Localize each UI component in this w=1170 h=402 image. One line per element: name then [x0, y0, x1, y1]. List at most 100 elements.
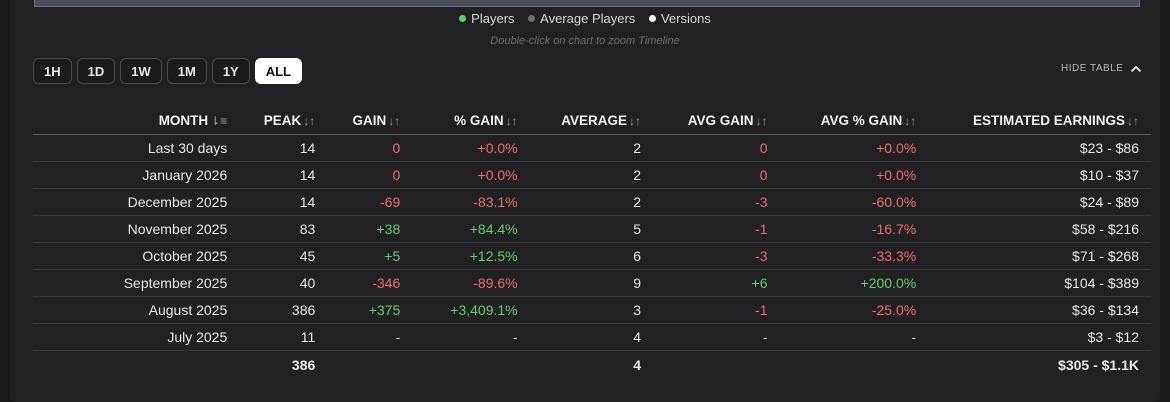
peak-cell: 14	[227, 161, 316, 189]
avg-gain-cell: -1	[641, 296, 768, 324]
hide-table-label: HIDE TABLE	[1061, 63, 1124, 74]
month-cell: October 2025	[33, 242, 228, 270]
legend-versions-dot	[648, 15, 656, 22]
column-header-peak[interactable]: PEAK ↓↑	[227, 106, 316, 135]
column-header-average[interactable]: AVERAGE ↓↑	[517, 106, 642, 135]
column-header-label: AVG % GAIN	[820, 112, 903, 128]
estimated-earnings-cell: $10 - $37	[916, 161, 1151, 189]
table-total-row: 386 4 $305 - $1.1K	[33, 351, 1151, 380]
avg-percent-gain-cell: +200.0%	[767, 269, 917, 297]
month-cell: January 2026	[33, 161, 228, 189]
avg-percent-gain-cell: -16.7%	[767, 215, 917, 243]
column-header-avg-gain[interactable]: AVG GAIN ↓↑	[641, 106, 768, 135]
column-header-estimated-earnings[interactable]: ESTIMATED EARNINGS ↓↑	[916, 106, 1151, 135]
estimated-earnings-cell: $58 - $216	[916, 215, 1151, 243]
chart-area[interactable]	[34, 0, 1140, 7]
table-row: November 2025 83 +38 +84.4% 5 -1 -16.7% $58 - $…	[33, 215, 1151, 243]
column-header-label: ESTIMATED EARNINGS	[972, 112, 1125, 128]
avg-percent-gain-cell: -60.0%	[767, 188, 917, 216]
month-cell: November 2025	[33, 215, 228, 243]
range-1w-button[interactable]: 1W	[120, 58, 162, 84]
estimated-earnings-cell: $71 - $268	[916, 242, 1151, 270]
peak-cell: 11	[227, 323, 316, 351]
average-cell: 6	[517, 242, 642, 270]
table-body: Last 30 days 14 0 +0.0% 2 0 +0.0% $23 - $86 Janu…	[33, 134, 1151, 380]
range-1y-button[interactable]: 1Y	[211, 58, 250, 84]
percent-gain-cell: +84.4%	[400, 215, 518, 243]
average-cell: 3	[517, 296, 642, 324]
legend-average-dot	[528, 15, 536, 22]
percent-gain-cell	[400, 351, 517, 380]
monthly-stats-table: MONTH ⇂≡ PEAK ↓↑ GAIN ↓↑ % GAIN ↓↑ AVERAGE ↓↑…	[33, 106, 1151, 379]
avg-gain-cell: 0	[641, 161, 768, 189]
gain-cell: 0	[315, 161, 401, 189]
estimated-earnings-cell: $23 - $86	[916, 134, 1151, 162]
estimated-earnings-cell: $305 - $1.1K	[1058, 357, 1139, 373]
column-header-label: % GAIN	[454, 112, 504, 128]
chevron-up-icon	[1131, 65, 1142, 72]
gain-cell: 0	[315, 134, 401, 162]
table-row: July 2025 11- -4- - $3 - $12	[33, 323, 1151, 351]
average-cell: 4	[633, 357, 642, 373]
table-row: September 2025 40 -346 -89.6% 9 +6 +200.0% $104…	[33, 269, 1151, 297]
estimated-earnings-cell: $36 - $134	[916, 296, 1151, 324]
peak-cell: 45	[227, 242, 316, 270]
estimated-earnings-cell: $24 - $89	[916, 188, 1151, 216]
month-cell: August 2025	[33, 296, 228, 324]
avg-gain-cell	[641, 351, 767, 380]
column-header-label: MONTH	[158, 112, 209, 128]
peak-cell: 83	[227, 215, 316, 243]
chart-legend: Players Average Players Versions	[10, 11, 1160, 26]
average-cell: 2	[517, 134, 642, 162]
avg-gain-cell: -3	[641, 188, 768, 216]
legend-versions-label: Versions	[660, 11, 711, 26]
avg-gain-cell: 0	[641, 134, 768, 162]
percent-gain-cell: -89.6%	[400, 269, 518, 297]
range-1m-button[interactable]: 1M	[166, 58, 207, 84]
legend-average-label: Average Players	[540, 11, 636, 26]
average-cell: 4	[517, 323, 642, 351]
zoom-hint: Double-click on chart to zoom Timeline	[490, 35, 680, 47]
gain-cell: +5	[315, 242, 401, 270]
column-header-month[interactable]: MONTH ⇂≡	[33, 106, 228, 135]
avg-percent-gain-cell	[768, 351, 917, 380]
legend-average-players[interactable]: Average Players	[528, 11, 635, 26]
column-header-gain[interactable]: GAIN ↓↑	[315, 106, 401, 135]
avg-percent-gain-cell: +0.0%	[767, 134, 917, 162]
sort-icon: ↓↑	[505, 113, 518, 128]
avg-percent-gain-cell: +0.0%	[767, 161, 917, 189]
average-cell: 5	[517, 215, 642, 243]
time-range-selector: 1H 1D 1W 1M 1Y ALL	[33, 58, 302, 84]
range-1h-button[interactable]: 1H	[33, 58, 72, 84]
sort-icon: ↓↑	[388, 113, 401, 128]
estimated-earnings-cell: $104 - $389	[916, 269, 1151, 297]
sort-icon: ↓↑	[629, 113, 642, 128]
hide-table-button[interactable]: HIDE TABLE	[1061, 63, 1142, 74]
sort-icon: ↓↑	[755, 113, 768, 128]
legend-versions[interactable]: Versions	[648, 11, 711, 26]
peak-cell: 40	[227, 269, 316, 297]
column-header-percent-gain[interactable]: % GAIN ↓↑	[400, 106, 518, 135]
range-1d-button[interactable]: 1D	[76, 58, 116, 84]
percent-gain-cell: +0.0%	[400, 161, 518, 189]
gain-cell	[315, 351, 400, 380]
sort-icon: ↓↑	[1127, 113, 1139, 128]
range-all-button[interactable]: ALL	[254, 58, 302, 84]
legend-players-dot	[459, 15, 467, 22]
avg-gain-cell: +6	[641, 269, 768, 297]
avg-percent-gain-cell: -25.0%	[767, 296, 917, 324]
sort-icon: ↓↑	[303, 113, 316, 128]
legend-players[interactable]: Players	[459, 11, 515, 26]
percent-gain-cell: -	[400, 323, 518, 351]
sort-desc-icon: ⇂≡	[210, 113, 228, 128]
table-row: October 2025 45 +5 +12.5% 6 -3 -33.3% $71 - $26…	[33, 242, 1151, 270]
avg-gain-cell: -	[641, 323, 768, 351]
gain-cell: +38	[315, 215, 401, 243]
table-header-row: MONTH ⇂≡ PEAK ↓↑ GAIN ↓↑ % GAIN ↓↑ AVERAGE ↓↑…	[33, 106, 1151, 135]
peak-cell: 386	[291, 357, 316, 373]
column-header-label: PEAK	[263, 112, 302, 128]
month-cell: December 2025	[33, 188, 228, 216]
percent-gain-cell: -83.1%	[400, 188, 518, 216]
column-header-avg-percent-gain[interactable]: AVG % GAIN ↓↑	[767, 106, 917, 135]
gain-cell: -346	[315, 269, 401, 297]
